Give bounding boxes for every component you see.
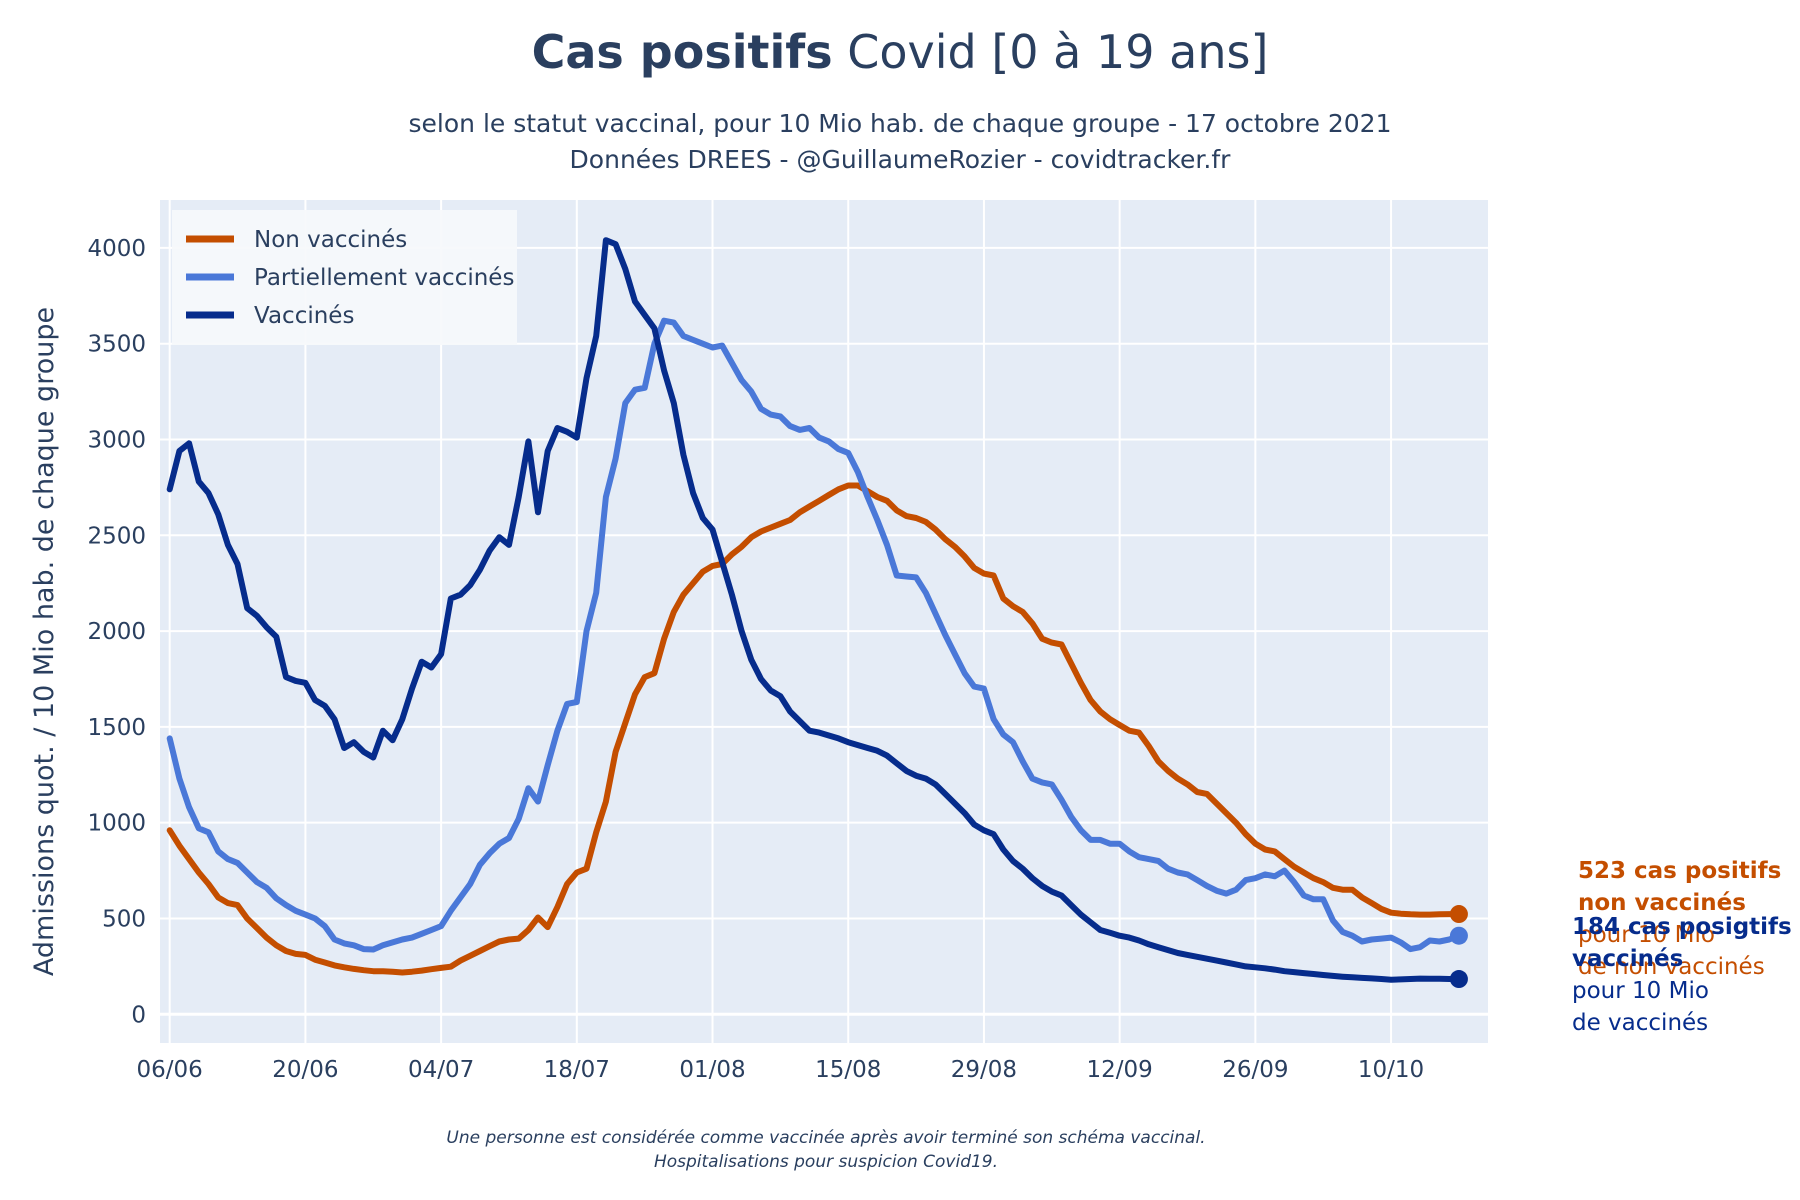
x-tick-label: 18/07 (544, 1057, 610, 1083)
y-tick-label: 4000 (87, 236, 146, 262)
x-tick-label: 29/08 (951, 1057, 1017, 1083)
y-tick-label: 0 (131, 1002, 146, 1028)
chart-title: Cas positifs Covid [0 à 19 ans] (532, 25, 1269, 79)
series-end-marker-0 (1449, 905, 1468, 924)
y-tick-label: 2000 (87, 619, 146, 645)
legend-label-1: Partiellement vaccinés (254, 265, 514, 291)
end-annotation-line-0: pour 10 Mio (1578, 922, 1715, 948)
legend-label-2: Vaccinés (254, 303, 354, 329)
end-annotation-line-1: vaccinés (1572, 946, 1683, 972)
x-tick-label: 15/08 (815, 1057, 881, 1083)
chart-subtitle-line: selon le statut vaccinal, pour 10 Mio ha… (409, 109, 1392, 138)
chart-subtitle-line: Données DREES - @GuillaumeRozier - covid… (570, 145, 1232, 174)
x-tick-label: 01/08 (679, 1057, 745, 1083)
x-tick-label: 06/06 (137, 1057, 203, 1083)
footnote-line: Hospitalisations pour suspicion Covid19. (654, 1152, 998, 1172)
x-tick-label: 12/09 (1087, 1057, 1153, 1083)
legend-label-0: Non vaccinés (254, 227, 407, 253)
y-tick-label: 1000 (87, 811, 146, 837)
y-tick-label: 3000 (87, 427, 146, 453)
series-line-0 (166, 482, 1462, 976)
y-axis-label: Admissions quot. / 10 Mio hab. de chaque… (29, 307, 60, 976)
footnote-line: Une personne est considérée comme vaccin… (446, 1128, 1205, 1148)
x-tick-label: 04/07 (408, 1057, 474, 1083)
y-tick-label: 2500 (87, 523, 146, 549)
series-end-marker-2 (1449, 970, 1468, 989)
y-tick-label: 1500 (87, 715, 146, 741)
x-tick-label: 26/09 (1222, 1057, 1288, 1083)
end-annotation-line-1: pour 10 Mio (1572, 978, 1709, 1004)
series-line-1 (166, 317, 1462, 953)
end-annotation-line-1: de vaccinés (1572, 1010, 1708, 1036)
y-tick-label: 500 (102, 906, 146, 932)
end-annotation-line-0: 523 cas positifs (1578, 858, 1781, 884)
x-tick-label: 20/06 (272, 1057, 338, 1083)
end-annotation-line-0: non vaccinés (1578, 890, 1746, 916)
end-annotation-line-0: de non vaccinés (1578, 954, 1765, 980)
end-annotation-line-1: 184 cas posigtifs (1572, 914, 1792, 940)
series-line-2 (166, 237, 1462, 983)
x-tick-label: 10/10 (1358, 1057, 1424, 1083)
y-tick-label: 3500 (87, 332, 146, 358)
series-end-marker-1 (1449, 926, 1468, 945)
